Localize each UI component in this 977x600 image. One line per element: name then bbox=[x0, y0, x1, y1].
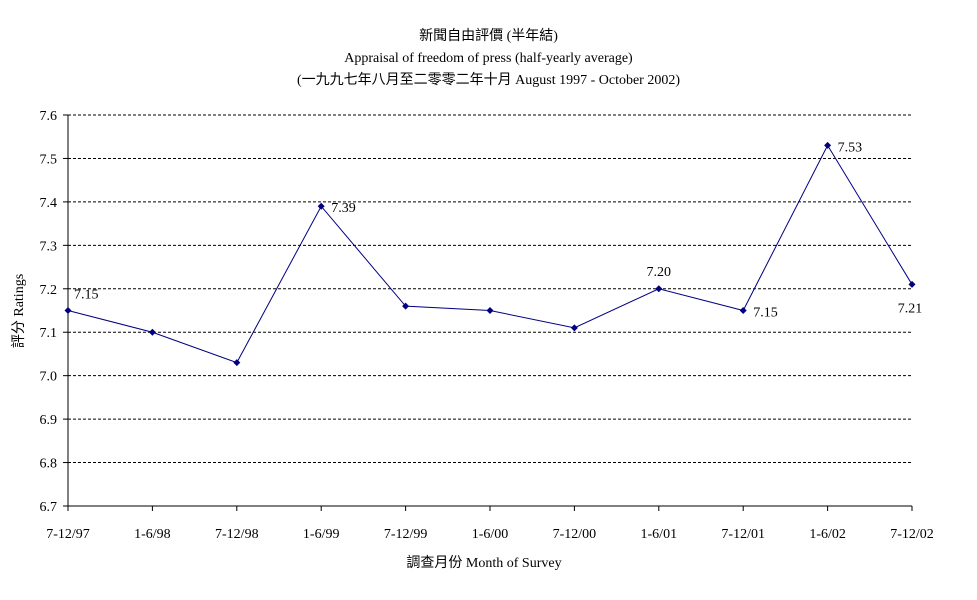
y-tick-label: 7.1 bbox=[40, 326, 58, 341]
y-tick-label: 7.4 bbox=[40, 196, 58, 211]
chart-title-block: 新聞自由評價 (半年結) Appraisal of freedom of pre… bbox=[0, 26, 977, 92]
data-point-marker bbox=[739, 307, 747, 314]
x-axis-label: 調查月份 Month of Survey bbox=[406, 555, 561, 571]
x-tick-label: 7-12/99 bbox=[384, 527, 428, 542]
chart-subtitle-period: (一九九七年八月至二零零二年十月 August 1997 - October 2… bbox=[296, 73, 681, 88]
x-tick-labels: 7-12/97 1-6/98 7-12/98 1-6/99 7-12/99 1-6/00 7… bbox=[46, 527, 934, 542]
data-point-marker bbox=[317, 202, 325, 210]
data-label: 7.15 bbox=[753, 306, 778, 321]
data-label: 7.53 bbox=[838, 140, 863, 155]
data-label: 7.39 bbox=[331, 201, 356, 216]
y-tick-label: 7.0 bbox=[40, 370, 58, 385]
data-point-marker bbox=[908, 280, 916, 288]
y-axis-label: 評分 Ratings bbox=[11, 274, 27, 348]
x-tick-label: 7-12/00 bbox=[553, 527, 597, 542]
y-tick-label: 7.3 bbox=[40, 239, 58, 254]
data-point-marker bbox=[64, 307, 72, 314]
x-tick-label: 1-6/99 bbox=[303, 527, 340, 542]
y-tick-label: 6.7 bbox=[40, 500, 58, 515]
x-tick-label: 7-12/98 bbox=[215, 527, 259, 542]
y-tick-labels: 6.7 6.8 6.9 7.0 7.1 7.2 7.3 7.4 7.5 7.6 bbox=[40, 109, 58, 515]
y-tick-label: 6.9 bbox=[40, 413, 58, 428]
data-point-marker bbox=[486, 307, 494, 314]
series-ratings bbox=[64, 141, 916, 367]
axes bbox=[63, 114, 913, 511]
y-tick-label: 7.2 bbox=[40, 283, 58, 298]
x-tick-label: 1-6/98 bbox=[134, 527, 171, 542]
data-point-marker bbox=[233, 359, 241, 367]
data-point-marker bbox=[148, 328, 156, 336]
y-tick-label: 6.8 bbox=[40, 457, 58, 472]
data-point-marker bbox=[570, 324, 578, 332]
data-label: 7.21 bbox=[898, 301, 923, 316]
grid-lines bbox=[68, 114, 912, 464]
chart-title: 新聞自由評價 (半年結) bbox=[419, 29, 558, 44]
series-line bbox=[67, 144, 913, 364]
data-point-marker bbox=[402, 302, 410, 310]
x-tick-label: 1-6/00 bbox=[472, 527, 509, 542]
y-tick-label: 7.6 bbox=[40, 109, 58, 124]
y-tick-label: 7.5 bbox=[40, 152, 58, 167]
data-label: 7.20 bbox=[647, 265, 672, 280]
data-point-marker bbox=[655, 285, 663, 293]
data-label: 7.15 bbox=[74, 288, 99, 303]
x-tick-label: 7-12/97 bbox=[46, 527, 90, 542]
x-tick-label: 7-12/02 bbox=[890, 527, 934, 542]
x-tick-label: 7-12/01 bbox=[721, 527, 765, 542]
chart-subtitle: Appraisal of freedom of press (half-year… bbox=[344, 51, 633, 66]
x-tick-label: 1-6/02 bbox=[809, 527, 846, 542]
x-tick-label: 1-6/01 bbox=[641, 527, 678, 542]
data-labels: 7.15 7.39 7.20 7.15 7.53 7.21 bbox=[74, 140, 922, 320]
data-point-marker bbox=[824, 141, 832, 149]
